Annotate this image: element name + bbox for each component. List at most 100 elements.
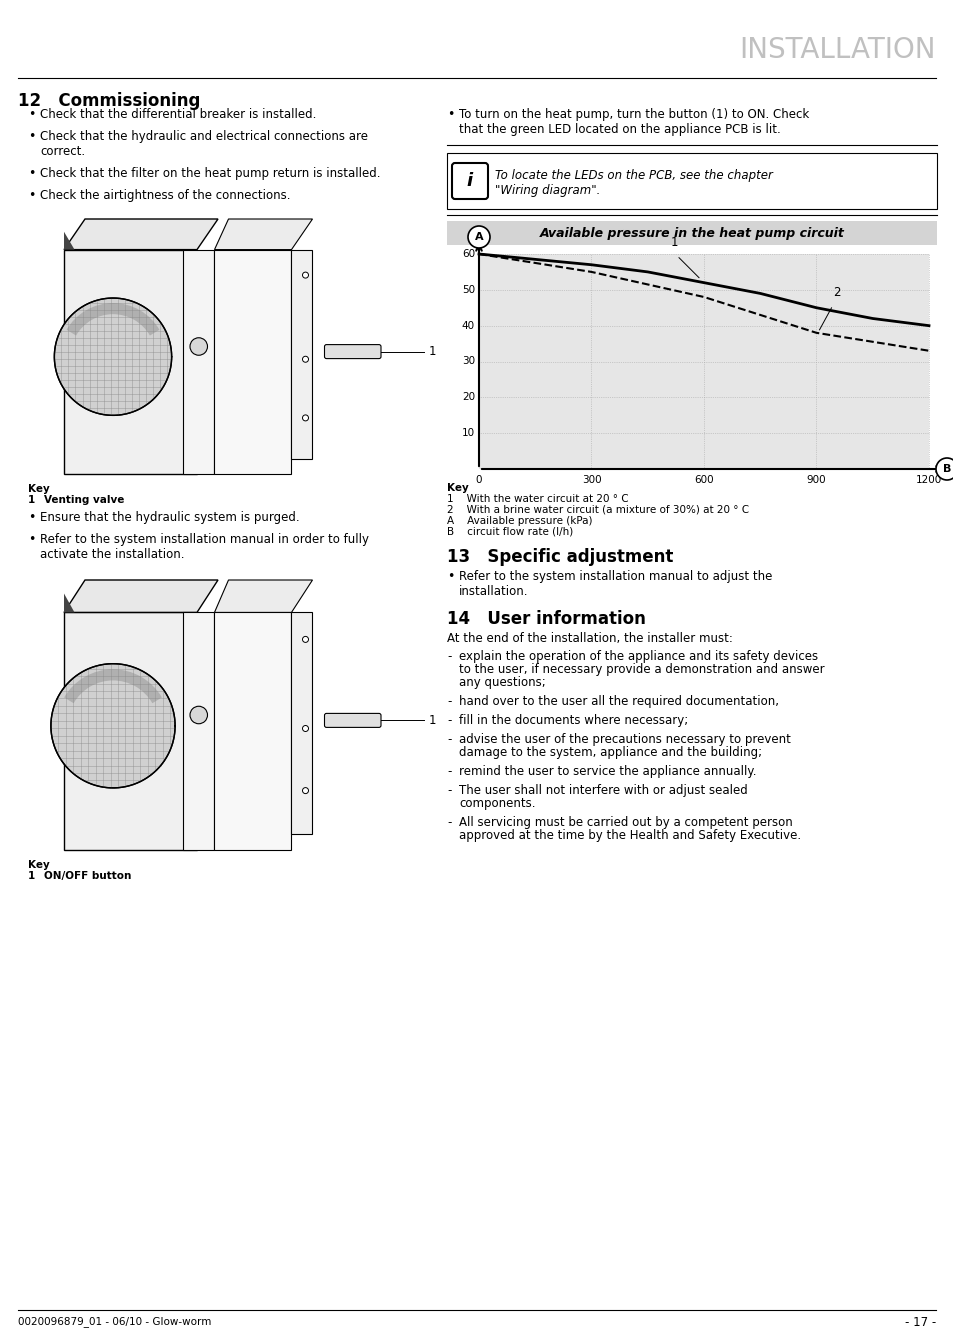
Text: -: -	[447, 765, 451, 778]
Text: •: •	[447, 108, 454, 121]
Text: The user shall not interfere with or adjust sealed: The user shall not interfere with or adj…	[458, 785, 747, 797]
Bar	[183, 249, 214, 474]
Text: components.: components.	[458, 797, 535, 810]
Text: 20: 20	[461, 393, 475, 402]
Circle shape	[468, 226, 490, 248]
Text: to the user, if necessary provide a demonstration and answer: to the user, if necessary provide a demo…	[458, 663, 823, 677]
Text: 12   Commissioning: 12 Commissioning	[18, 92, 200, 111]
Text: B    circuit flow rate (l/h): B circuit flow rate (l/h)	[447, 527, 573, 537]
Bar	[64, 613, 196, 850]
Text: 1: 1	[670, 236, 677, 249]
Text: 2    With a brine water circuit (a mixture of 30%) at 20 ° C: 2 With a brine water circuit (a mixture …	[447, 505, 748, 515]
Text: •: •	[28, 108, 35, 121]
Circle shape	[302, 414, 308, 421]
Text: -: -	[447, 817, 451, 829]
Text: 300: 300	[581, 476, 600, 485]
Text: approved at the time by the Health and Safety Executive.: approved at the time by the Health and S…	[458, 829, 801, 842]
Text: fill in the documents where necessary;: fill in the documents where necessary;	[458, 714, 687, 727]
Polygon shape	[64, 594, 74, 613]
Circle shape	[302, 356, 308, 362]
Polygon shape	[64, 579, 218, 613]
Text: -: -	[447, 650, 451, 663]
Bar	[64, 249, 196, 474]
Text: A: A	[475, 232, 483, 242]
Text: •: •	[447, 570, 454, 583]
Text: 40: 40	[461, 321, 475, 330]
Bar	[214, 249, 292, 474]
Circle shape	[302, 637, 308, 642]
Text: that the green LED located on the appliance PCB is lit.: that the green LED located on the applia…	[458, 123, 780, 136]
Text: -: -	[447, 733, 451, 746]
Text: •: •	[28, 511, 35, 523]
Text: 1: 1	[428, 714, 436, 727]
Text: 60: 60	[461, 249, 475, 258]
Text: 1200: 1200	[915, 476, 942, 485]
Text: 10: 10	[461, 428, 475, 438]
Text: Key: Key	[28, 860, 50, 870]
Text: Check the airtightness of the connections.: Check the airtightness of the connection…	[40, 189, 291, 202]
Text: Check that the differential breaker is installed.: Check that the differential breaker is i…	[40, 108, 316, 121]
Text: 900: 900	[806, 476, 825, 485]
Text: •: •	[28, 533, 35, 546]
Polygon shape	[54, 298, 172, 416]
Text: -: -	[447, 785, 451, 797]
FancyBboxPatch shape	[324, 345, 380, 358]
Text: To turn on the heat pump, turn the button (1) to ON. Check: To turn on the heat pump, turn the butto…	[458, 108, 808, 121]
Text: •: •	[28, 166, 35, 180]
Text: Key: Key	[28, 484, 50, 494]
Text: 50: 50	[461, 285, 475, 294]
Text: 30: 30	[461, 357, 475, 366]
Text: •: •	[28, 189, 35, 202]
Text: installation.: installation.	[458, 585, 528, 598]
Text: At the end of the installation, the installer must:: At the end of the installation, the inst…	[447, 631, 732, 645]
Text: Check that the hydraulic and electrical connections are: Check that the hydraulic and electrical …	[40, 131, 368, 143]
Text: B: B	[942, 464, 950, 474]
Bar	[214, 613, 292, 850]
Text: i: i	[466, 172, 473, 190]
Text: 1: 1	[428, 345, 436, 358]
Text: any questions;: any questions;	[458, 677, 545, 689]
Text: Refer to the system installation manual in order to fully: Refer to the system installation manual …	[40, 533, 369, 546]
Polygon shape	[214, 218, 313, 249]
Polygon shape	[51, 663, 175, 789]
Text: Check that the filter on the heat pump return is installed.: Check that the filter on the heat pump r…	[40, 166, 380, 180]
Text: INSTALLATION: INSTALLATION	[739, 36, 935, 64]
Bar	[447, 153, 936, 209]
Text: 0020096879_01 - 06/10 - Glow-worm: 0020096879_01 - 06/10 - Glow-worm	[18, 1316, 212, 1327]
Text: activate the installation.: activate the installation.	[40, 547, 184, 561]
Text: 14   User information: 14 User information	[447, 610, 645, 627]
Polygon shape	[64, 232, 74, 249]
Circle shape	[302, 787, 308, 794]
FancyBboxPatch shape	[452, 163, 488, 198]
Polygon shape	[214, 579, 313, 613]
Text: ON/OFF button: ON/OFF button	[44, 871, 132, 880]
Circle shape	[935, 458, 953, 480]
Text: advise the user of the precautions necessary to prevent: advise the user of the precautions neces…	[458, 733, 790, 746]
Text: -: -	[447, 714, 451, 727]
Text: All servicing must be carried out by a competent person: All servicing must be carried out by a c…	[458, 817, 792, 829]
Text: Key: Key	[447, 484, 468, 493]
Circle shape	[302, 726, 308, 731]
Text: damage to the system, appliance and the building;: damage to the system, appliance and the …	[458, 746, 761, 759]
Text: correct.: correct.	[40, 145, 85, 159]
Bar	[478, 254, 928, 469]
Text: hand over to the user all the required documentation,: hand over to the user all the required d…	[458, 695, 779, 709]
Polygon shape	[64, 218, 218, 249]
Text: 0: 0	[476, 476, 482, 485]
Circle shape	[190, 338, 208, 356]
Bar	[183, 613, 214, 850]
Text: To locate the LEDs on the PCB, see the chapter: To locate the LEDs on the PCB, see the c…	[495, 169, 772, 182]
Text: Available pressure in the heat pump circuit: Available pressure in the heat pump circ…	[539, 226, 843, 240]
Circle shape	[302, 272, 308, 278]
Text: Venting valve: Venting valve	[44, 496, 124, 505]
Text: -: -	[447, 695, 451, 709]
Text: 1: 1	[28, 496, 35, 505]
Circle shape	[190, 706, 208, 723]
Bar	[447, 221, 936, 245]
Text: Ensure that the hydraulic system is purged.: Ensure that the hydraulic system is purg…	[40, 511, 299, 523]
Text: 2: 2	[832, 286, 840, 298]
Text: 1: 1	[28, 871, 35, 880]
Bar	[292, 249, 313, 458]
Text: 600: 600	[694, 476, 713, 485]
Text: 13   Specific adjustment: 13 Specific adjustment	[447, 547, 673, 566]
